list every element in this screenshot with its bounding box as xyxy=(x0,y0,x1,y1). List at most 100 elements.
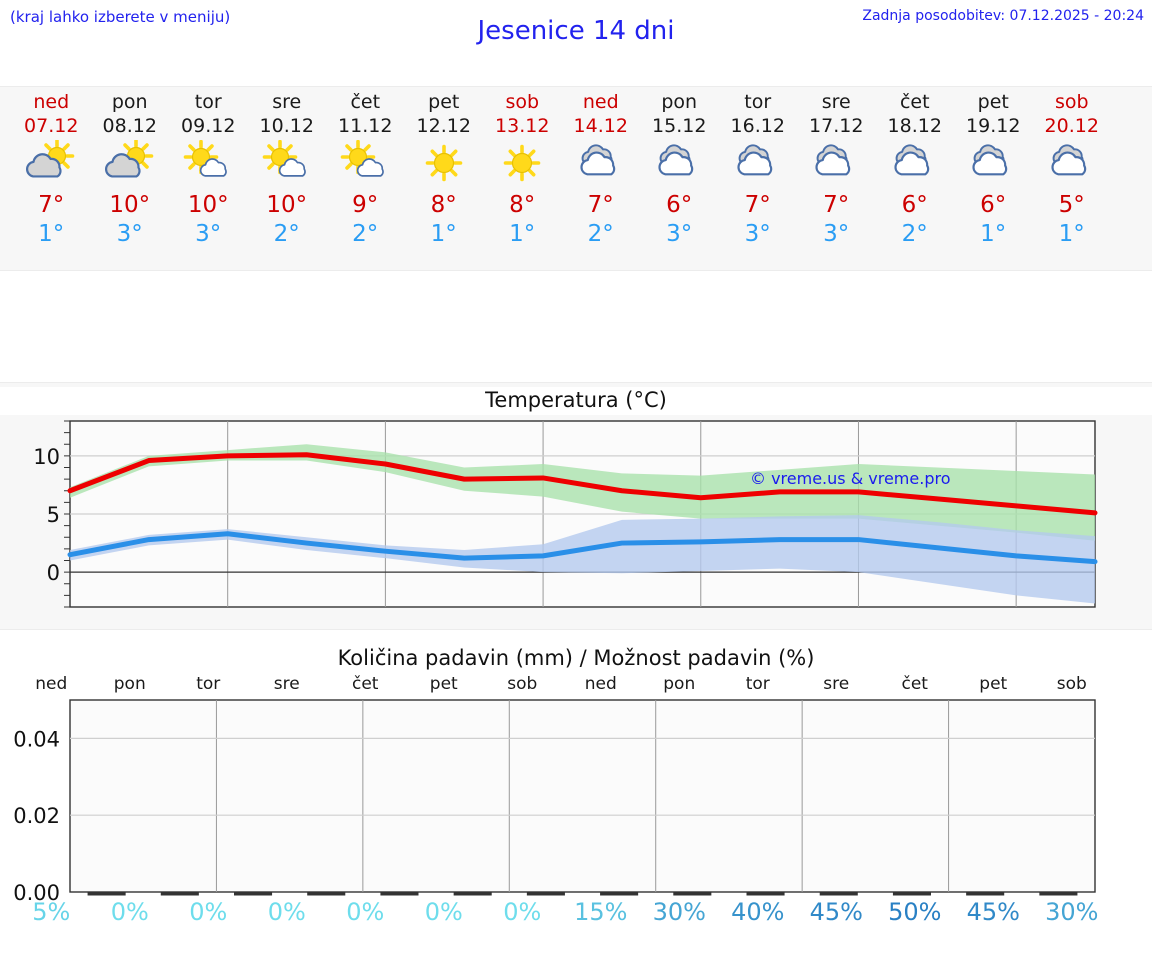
precipitation-day-labels: ned pon tor sre čet pet sob ned pon tor sre čet pet s… xyxy=(12,674,1152,694)
menu-hint: (kraj lahko izberete v meniju) xyxy=(10,8,231,26)
sun-behind-cloud-icon xyxy=(102,140,158,186)
day-name: čet xyxy=(350,91,381,113)
overcast-icon xyxy=(965,140,1021,186)
precipitation-probability: 0% xyxy=(424,898,463,926)
temperature-max: 7° xyxy=(587,192,614,218)
temperature-max: 6° xyxy=(666,192,693,218)
overcast-icon xyxy=(887,140,943,186)
temperature-min: 1° xyxy=(430,221,457,247)
temperature-min: 1° xyxy=(38,221,65,247)
sun-behind-cloud-icon xyxy=(23,140,79,186)
forecast-day-column[interactable]: ned 14.12 7° 2° xyxy=(562,87,641,270)
day-name: tor xyxy=(194,91,222,113)
precipitation-probability: 0% xyxy=(346,898,385,926)
day-name: tor xyxy=(744,91,772,113)
day-name: ned xyxy=(582,91,619,113)
temperature-min: 3° xyxy=(195,221,222,247)
temperature-min: 1° xyxy=(509,221,536,247)
day-name: sre xyxy=(821,91,851,113)
last-updated: Zadnja posodobitev: 07.12.2025 - 20:24 xyxy=(862,8,1144,24)
forecast-day-column[interactable]: pet 12.12 8° 1° xyxy=(405,87,484,270)
day-name: čet xyxy=(899,91,930,113)
precipitation-day-label: sre xyxy=(823,674,850,694)
precipitation-day-label: pet xyxy=(979,674,1008,694)
precipitation-day-label: pet xyxy=(429,674,458,694)
precipitation-day-label: tor xyxy=(196,674,221,694)
day-name: sob xyxy=(1054,91,1089,113)
day-date: 18.12 xyxy=(887,115,942,137)
sun-small-cloud-icon xyxy=(259,140,315,186)
precipitation-chart: Količina padavin (mm) / Možnost padavin … xyxy=(0,640,1152,940)
precipitation-day-label: sre xyxy=(273,674,300,694)
day-date: 19.12 xyxy=(966,115,1021,137)
forecast-day-column[interactable]: sre 10.12 10° 2° xyxy=(248,87,327,270)
temperature-max: 9° xyxy=(352,192,379,218)
temperature-min: 3° xyxy=(744,221,771,247)
precipitation-probability: 45% xyxy=(809,898,863,926)
forecast-day-column[interactable]: sre 17.12 7° 3° xyxy=(797,87,876,270)
overcast-icon xyxy=(1044,140,1100,186)
temperature-plot: 10 5 0 xyxy=(33,420,1098,608)
temperature-min: 3° xyxy=(823,221,850,247)
temperature-max: 10° xyxy=(187,192,229,218)
day-date: 13.12 xyxy=(495,115,550,137)
precipitation-day-label: ned xyxy=(584,674,617,694)
day-date: 16.12 xyxy=(730,115,785,137)
temperature-chart: Temperatura (°C) © vreme.us & vreme.pro … xyxy=(0,382,1152,630)
precipitation-probability: 45% xyxy=(966,898,1020,926)
temperature-min: 2° xyxy=(352,221,379,247)
temperature-max: 7° xyxy=(38,192,65,218)
copyright-label: © vreme.us & vreme.pro xyxy=(750,469,951,488)
day-date: 10.12 xyxy=(259,115,314,137)
temperature-max: 8° xyxy=(509,192,536,218)
sun-icon xyxy=(494,140,550,186)
day-date: 07.12 xyxy=(24,115,79,137)
temperature-min: 2° xyxy=(587,221,614,247)
forecast-day-column[interactable]: pon 08.12 10° 3° xyxy=(91,87,170,270)
forecast-day-column[interactable]: čet 11.12 9° 2° xyxy=(326,87,405,270)
temperature-max: 7° xyxy=(823,192,850,218)
forecast-day-column[interactable]: sob 20.12 5° 1° xyxy=(1033,87,1112,270)
svg-text:10: 10 xyxy=(33,445,60,469)
temperature-max: 6° xyxy=(901,192,928,218)
temperature-min: 3° xyxy=(116,221,143,247)
temperature-chart-title: Temperatura (°C) xyxy=(0,387,1152,415)
temperature-min: 1° xyxy=(1058,221,1085,247)
day-name: sob xyxy=(505,91,540,113)
overcast-icon xyxy=(808,140,864,186)
precipitation-probability: 0% xyxy=(110,898,149,926)
forecast-day-column[interactable]: tor 09.12 10° 3° xyxy=(169,87,248,270)
precipitation-probability: 0% xyxy=(503,898,542,926)
precipitation-day-label: čet xyxy=(352,674,379,694)
forecast-day-column[interactable]: pon 15.12 6° 3° xyxy=(640,87,719,270)
temperature-min: 2° xyxy=(901,221,928,247)
temperature-min: 2° xyxy=(273,221,300,247)
sun-small-cloud-icon xyxy=(337,140,393,186)
svg-text:0.00: 0.00 xyxy=(13,881,60,905)
precipitation-probability: 5% xyxy=(32,898,71,926)
overcast-icon xyxy=(730,140,786,186)
forecast-day-column[interactable]: pet 19.12 6° 1° xyxy=(954,87,1033,270)
forecast-day-column[interactable]: sob 13.12 8° 1° xyxy=(483,87,562,270)
precipitation-day-label: sob xyxy=(1056,674,1087,694)
day-date: 09.12 xyxy=(181,115,236,137)
day-date: 15.12 xyxy=(652,115,707,137)
precipitation-day-label: ned xyxy=(35,674,68,694)
forecast-day-column[interactable]: tor 16.12 7° 3° xyxy=(719,87,798,270)
day-date: 11.12 xyxy=(338,115,393,137)
temperature-max: 10° xyxy=(266,192,308,218)
precipitation-probability: 0% xyxy=(189,898,228,926)
overcast-icon xyxy=(573,140,629,186)
forecast-day-column[interactable]: čet 18.12 6° 2° xyxy=(876,87,955,270)
page-header: (kraj lahko izberete v meniju) Jesenice … xyxy=(0,0,1152,78)
sun-small-cloud-icon xyxy=(180,140,236,186)
temperature-max: 10° xyxy=(109,192,151,218)
forecast-day-column[interactable]: ned 07.12 7° 1° xyxy=(12,87,91,270)
day-name: pet xyxy=(977,91,1009,113)
temperature-max: 8° xyxy=(430,192,457,218)
precipitation-day-label: pon xyxy=(663,674,696,694)
precipitation-day-label: pon xyxy=(113,674,146,694)
svg-text:0.02: 0.02 xyxy=(13,804,60,828)
svg-text:0.04: 0.04 xyxy=(13,727,60,751)
